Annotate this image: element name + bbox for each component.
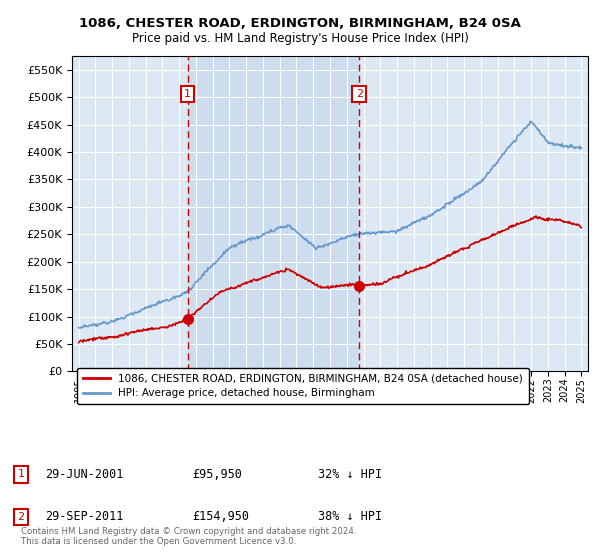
Text: £95,950: £95,950 bbox=[192, 468, 242, 481]
Text: £154,950: £154,950 bbox=[192, 510, 249, 524]
Bar bbox=[188, 56, 359, 371]
Text: 2: 2 bbox=[356, 89, 363, 99]
Text: Contains HM Land Registry data © Crown copyright and database right 2024.
This d: Contains HM Land Registry data © Crown c… bbox=[21, 526, 356, 546]
Text: Price paid vs. HM Land Registry's House Price Index (HPI): Price paid vs. HM Land Registry's House … bbox=[131, 32, 469, 45]
Text: 32% ↓ HPI: 32% ↓ HPI bbox=[318, 468, 382, 481]
Text: 38% ↓ HPI: 38% ↓ HPI bbox=[318, 510, 382, 524]
Text: 29-JUN-2001: 29-JUN-2001 bbox=[45, 468, 124, 481]
Text: 29-SEP-2011: 29-SEP-2011 bbox=[45, 510, 124, 524]
Text: 2: 2 bbox=[17, 512, 25, 522]
Legend: 1086, CHESTER ROAD, ERDINGTON, BIRMINGHAM, B24 0SA (detached house), HPI: Averag: 1086, CHESTER ROAD, ERDINGTON, BIRMINGHA… bbox=[77, 368, 529, 404]
Text: 1086, CHESTER ROAD, ERDINGTON, BIRMINGHAM, B24 0SA: 1086, CHESTER ROAD, ERDINGTON, BIRMINGHA… bbox=[79, 17, 521, 30]
Text: 1: 1 bbox=[17, 469, 25, 479]
Text: 1: 1 bbox=[184, 89, 191, 99]
